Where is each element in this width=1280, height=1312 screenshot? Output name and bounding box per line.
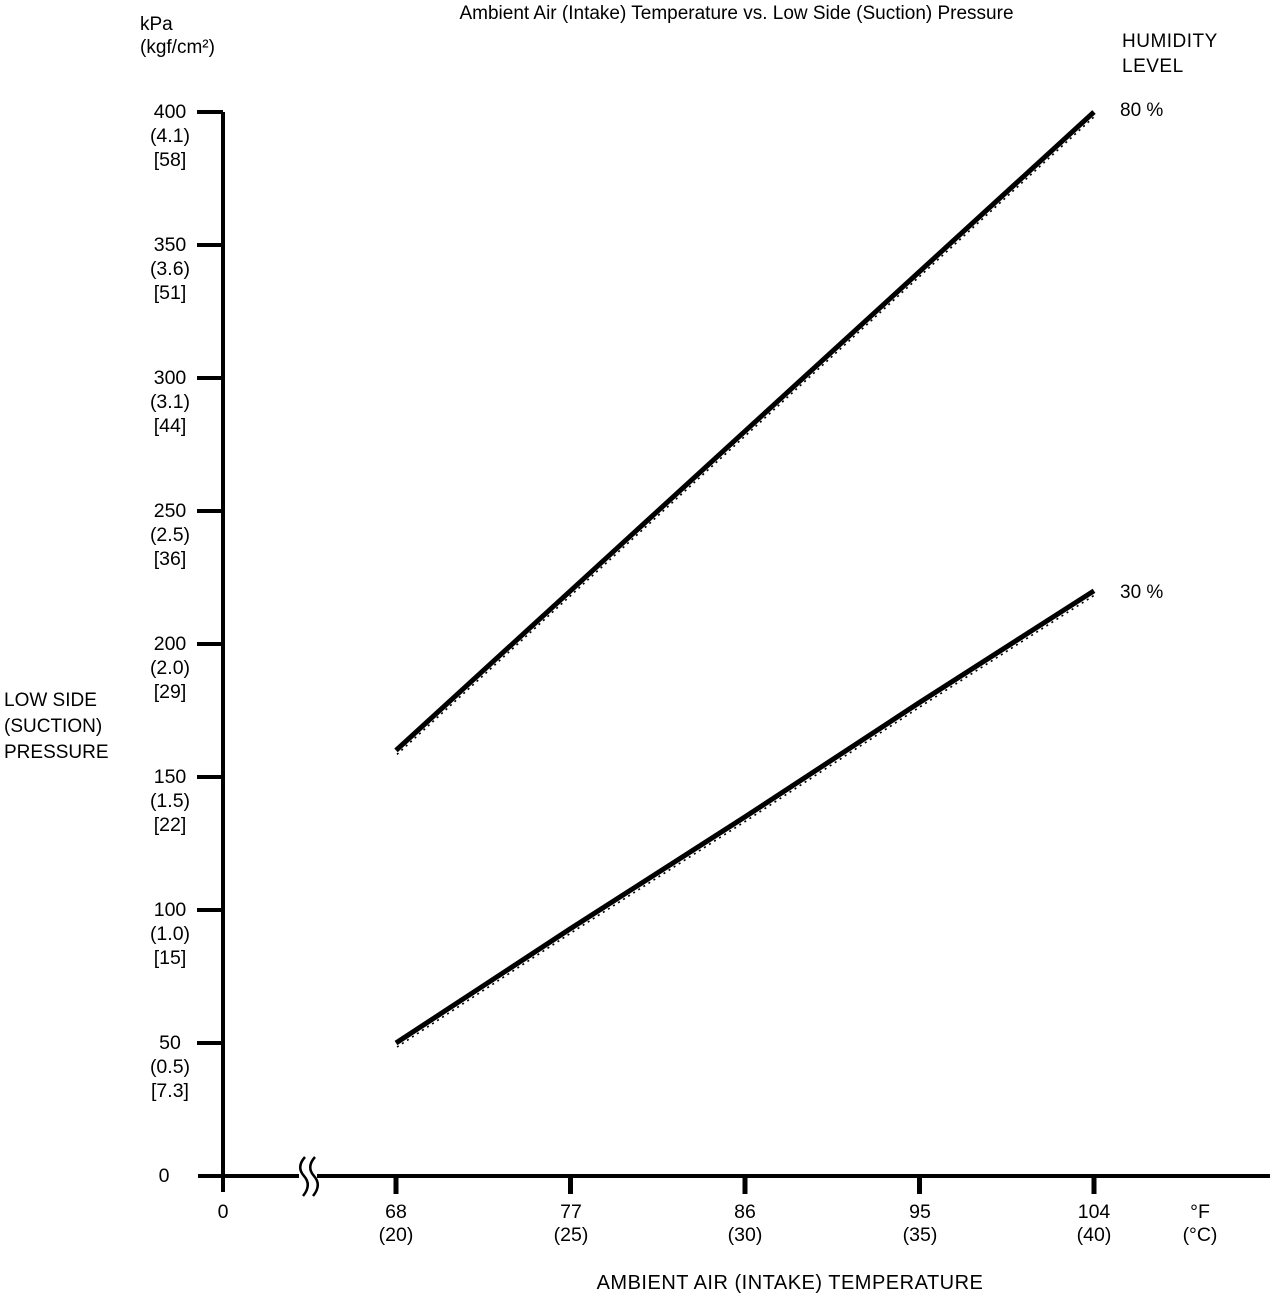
y-tick-200: 200 (2.0) [29] [132,632,208,704]
y-tick-psi: [36] [153,548,187,570]
series-line-shadow-30 [396,594,1096,1048]
x-unit-f: °F [1190,1201,1210,1223]
y-tick-kpa: 200 [153,633,187,655]
axis-break-icon [309,1156,319,1197]
y-axis-title-line2: (SUCTION) [4,716,103,737]
y-tick-kpa: 150 [153,766,187,788]
y-axis-unit-label: kPa (kgf/cm²) [140,13,215,59]
y-tick-kgf: (4.1) [149,125,191,147]
y-tick-psi: [15] [153,947,187,969]
y-tick-psi: [22] [153,814,187,836]
y-tick-0: 0 [158,1165,170,1187]
y-tick-kpa: 250 [153,500,187,522]
y-tick-psi: [7.3] [151,1080,189,1102]
x-tick-f: 104 [1077,1201,1111,1223]
y-axis-title-line3: PRESSURE [4,742,109,763]
legend-title-line1: HUMIDITY [1122,31,1218,52]
x-tick-f: 95 [909,1201,931,1223]
chart-title: Ambient Air (Intake) Temperature vs. Low… [459,3,1014,24]
series-line-30 [394,588,1096,1046]
x-tick-77: 77 (25) [526,1201,616,1247]
y-tick-psi: [29] [153,681,187,703]
y-tick-50: 50 (0.5) [7.3] [132,1031,208,1103]
y-tick-kpa: 50 [159,1032,181,1054]
y-tick-kgf: (1.0) [149,923,191,945]
y-tick-kpa: 400 [153,101,187,123]
y-axis-title: LOW SIDE (SUCTION) PRESSURE [4,688,109,766]
y-tick-100: 100 (1.0) [15] [132,898,208,970]
x-tick-c: (20) [378,1224,414,1246]
y-tick-150: 150 (1.5) [22] [132,765,208,837]
legend-title-line2: LEVEL [1122,56,1184,77]
y-tick-300: 300 (3.1) [44] [132,366,208,438]
x-tick-f: 77 [560,1201,582,1223]
x-tick-c: (40) [1076,1224,1112,1246]
y-tick-psi: [51] [153,282,187,304]
x-axis-title: AMBIENT AIR (INTAKE) TEMPERATURE [596,1272,984,1294]
y-tick-kgf: (2.5) [149,524,191,546]
y-axis-title-line1: LOW SIDE [4,690,97,711]
x-unit-c: (°C) [1182,1224,1218,1246]
y-tick-kgf: (2.0) [149,657,191,679]
x-tick-c: (30) [727,1224,763,1246]
y-unit-kgf: (kgf/cm²) [140,37,215,58]
y-tick-kgf: (1.5) [149,790,191,812]
y-unit-kpa: kPa [140,14,173,35]
y-tick-350: 350 (3.6) [51] [132,233,208,305]
series-line-shadow-80 [396,115,1096,755]
axis-break-icon [299,1156,309,1197]
y-tick-kgf: (3.6) [149,258,191,280]
y-tick-250: 250 (2.5) [36] [132,499,208,571]
x-tick-0: 0 [217,1201,229,1223]
x-tick-95: 95 (35) [875,1201,965,1247]
x-tick-104: 104 (40) [1049,1201,1139,1247]
y-tick-400: 400 (4.1) [58] [132,100,208,172]
y-tick-psi: [44] [153,415,187,437]
y-tick-kpa: 100 [153,899,187,921]
series-line-80 [394,110,1096,753]
x-tick-68: 68 (20) [351,1201,441,1247]
x-tick-c: (35) [902,1224,938,1246]
series-label-80: 80 % [1120,100,1164,121]
y-tick-kpa: 300 [153,367,187,389]
x-axis-unit-label: °F (°C) [1155,1201,1245,1247]
series-label-30: 30 % [1120,582,1164,603]
x-tick-f: 68 [385,1201,407,1223]
y-tick-kgf: (0.5) [149,1056,191,1078]
y-tick-kgf: (3.1) [149,391,191,413]
x-tick-c: (25) [553,1224,589,1246]
y-tick-psi: [58] [153,149,187,171]
legend-title: HUMIDITY LEVEL [1122,29,1218,79]
y-tick-kpa: 350 [153,234,187,256]
x-tick-86: 86 (30) [700,1201,790,1247]
x-tick-f: 86 [734,1201,756,1223]
